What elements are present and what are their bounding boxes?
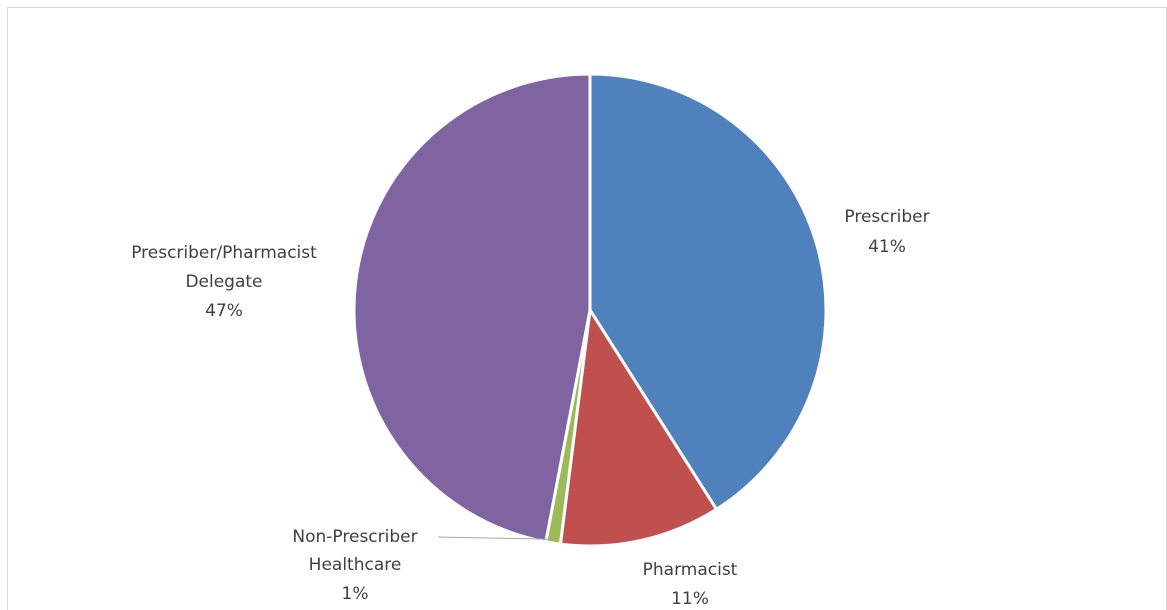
label-delegate-name-line1: Prescriber/Pharmacist (131, 243, 317, 263)
leader-line-non-prescriber (437, 536, 548, 540)
pie-slices (352, 72, 828, 548)
label-prescriber-percent: 41% (868, 237, 906, 257)
label-delegate-percent: 47% (205, 301, 243, 321)
label-non-prescriber-percent: 1% (342, 584, 369, 604)
pie-slice-pharmacist (558, 308, 718, 548)
label-pharmacist-name: Pharmacist (643, 560, 738, 580)
label-non-prescriber-name-line1: Non-Prescriber (292, 527, 417, 547)
label-prescriber-name: Prescriber (844, 207, 929, 227)
label-non-prescriber-name-line2: Healthcare (309, 555, 402, 575)
label-pharmacist-percent: 11% (671, 589, 709, 609)
label-delegate-name-line2: Delegate (185, 272, 262, 292)
pie-slice-prescriber-pharmacist-delegate (352, 72, 592, 544)
